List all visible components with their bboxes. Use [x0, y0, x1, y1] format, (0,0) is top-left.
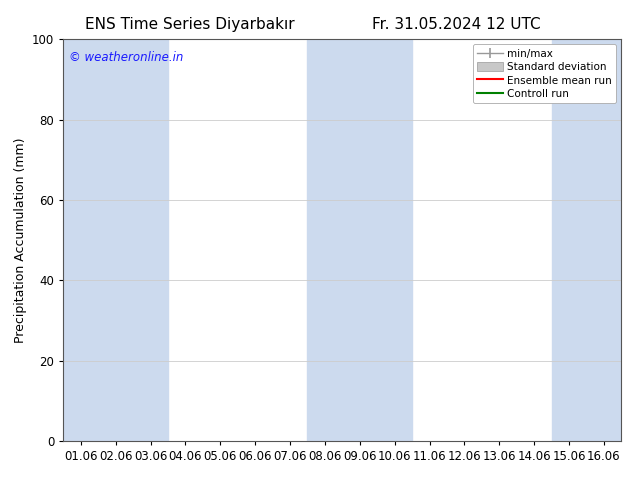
- Text: © weatheronline.in: © weatheronline.in: [69, 51, 183, 64]
- Bar: [307, 39, 412, 441]
- Text: ENS Time Series Diyarbakır: ENS Time Series Diyarbakır: [86, 17, 295, 32]
- Bar: [552, 39, 621, 441]
- Y-axis label: Precipitation Accumulation (mm): Precipitation Accumulation (mm): [13, 137, 27, 343]
- Legend: min/max, Standard deviation, Ensemble mean run, Controll run: min/max, Standard deviation, Ensemble me…: [473, 45, 616, 103]
- Bar: [63, 39, 168, 441]
- Text: Fr. 31.05.2024 12 UTC: Fr. 31.05.2024 12 UTC: [372, 17, 541, 32]
